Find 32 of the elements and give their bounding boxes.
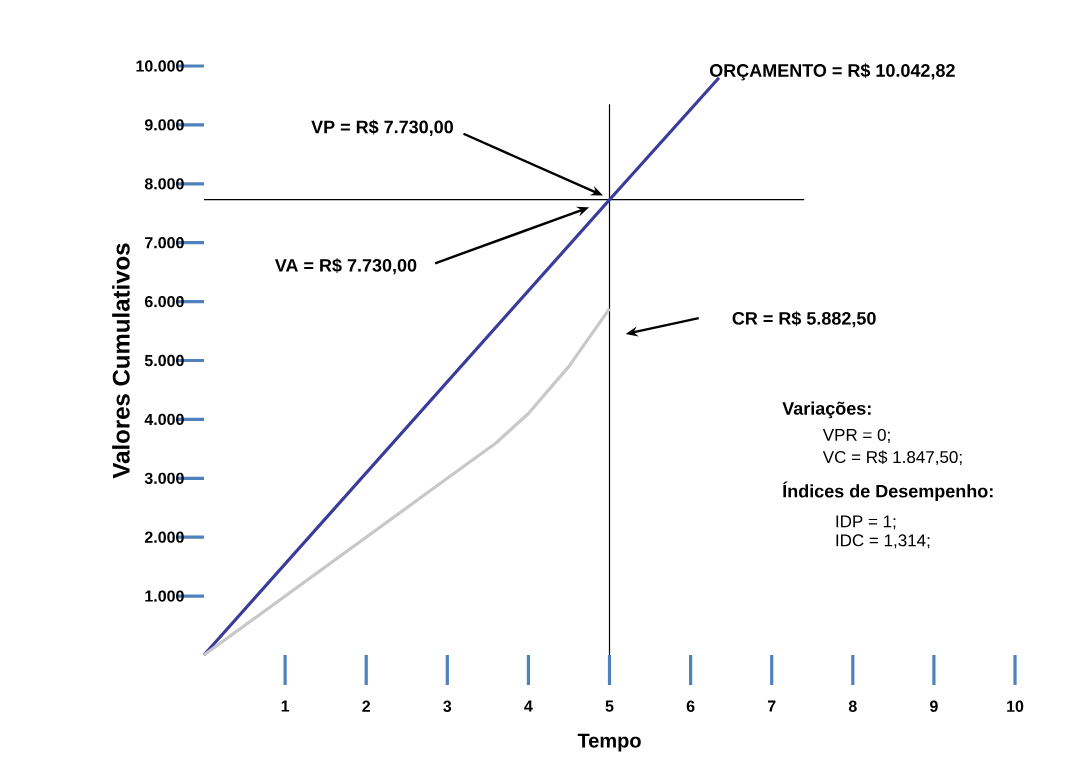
- x-axis-title: Tempo: [577, 733, 641, 752]
- x-tick-label: 3: [443, 700, 452, 712]
- x-tick-label: 5: [605, 700, 614, 712]
- y-tick-label: 1.000: [145, 590, 184, 602]
- y-tick-label: 4.000: [144, 413, 184, 426]
- x-tick-label: 4: [524, 700, 533, 712]
- y-tick-label: 6.000: [144, 295, 184, 308]
- annotation: IDP = 1;: [836, 515, 896, 530]
- y-tick-label: 7.000: [145, 237, 184, 249]
- annotation: Variações:: [782, 401, 871, 419]
- annotation: VPR = 0;: [822, 428, 890, 443]
- annotation: CR = R$ 5.882,50: [732, 311, 876, 328]
- x-tick-label: 10: [1007, 700, 1024, 712]
- annotation: VP = R$ 7.730,00: [311, 119, 453, 136]
- y-tick-label: 2.000: [144, 531, 184, 543]
- x-tick-label: 7: [767, 700, 776, 712]
- y-tick-label: 5.000: [144, 354, 184, 367]
- x-tick-label: 9: [930, 700, 938, 712]
- x-tick-label: 2: [362, 700, 371, 712]
- y-tick-label: 8.000: [144, 178, 184, 190]
- y-tick-label: 3.000: [144, 472, 184, 484]
- annotation: VA = R$ 7.730,00: [274, 258, 417, 275]
- annotation: IDC = 1,314;: [836, 534, 930, 549]
- annotation: VC = R$ 1.847,50;: [822, 450, 962, 466]
- x-tick-label: 1: [281, 700, 290, 712]
- y-axis-title: Valores Cumulativos: [112, 243, 130, 479]
- annotation: Índices de Desempenho:: [783, 481, 993, 502]
- y-tick-label: 9.000: [144, 119, 184, 131]
- x-tick-label: 8: [848, 700, 857, 712]
- x-tick-label: 6: [686, 700, 695, 712]
- y-tick-label: 10.000: [136, 60, 184, 72]
- annotation: ORÇAMENTO = R$ 10.042,82: [709, 63, 955, 81]
